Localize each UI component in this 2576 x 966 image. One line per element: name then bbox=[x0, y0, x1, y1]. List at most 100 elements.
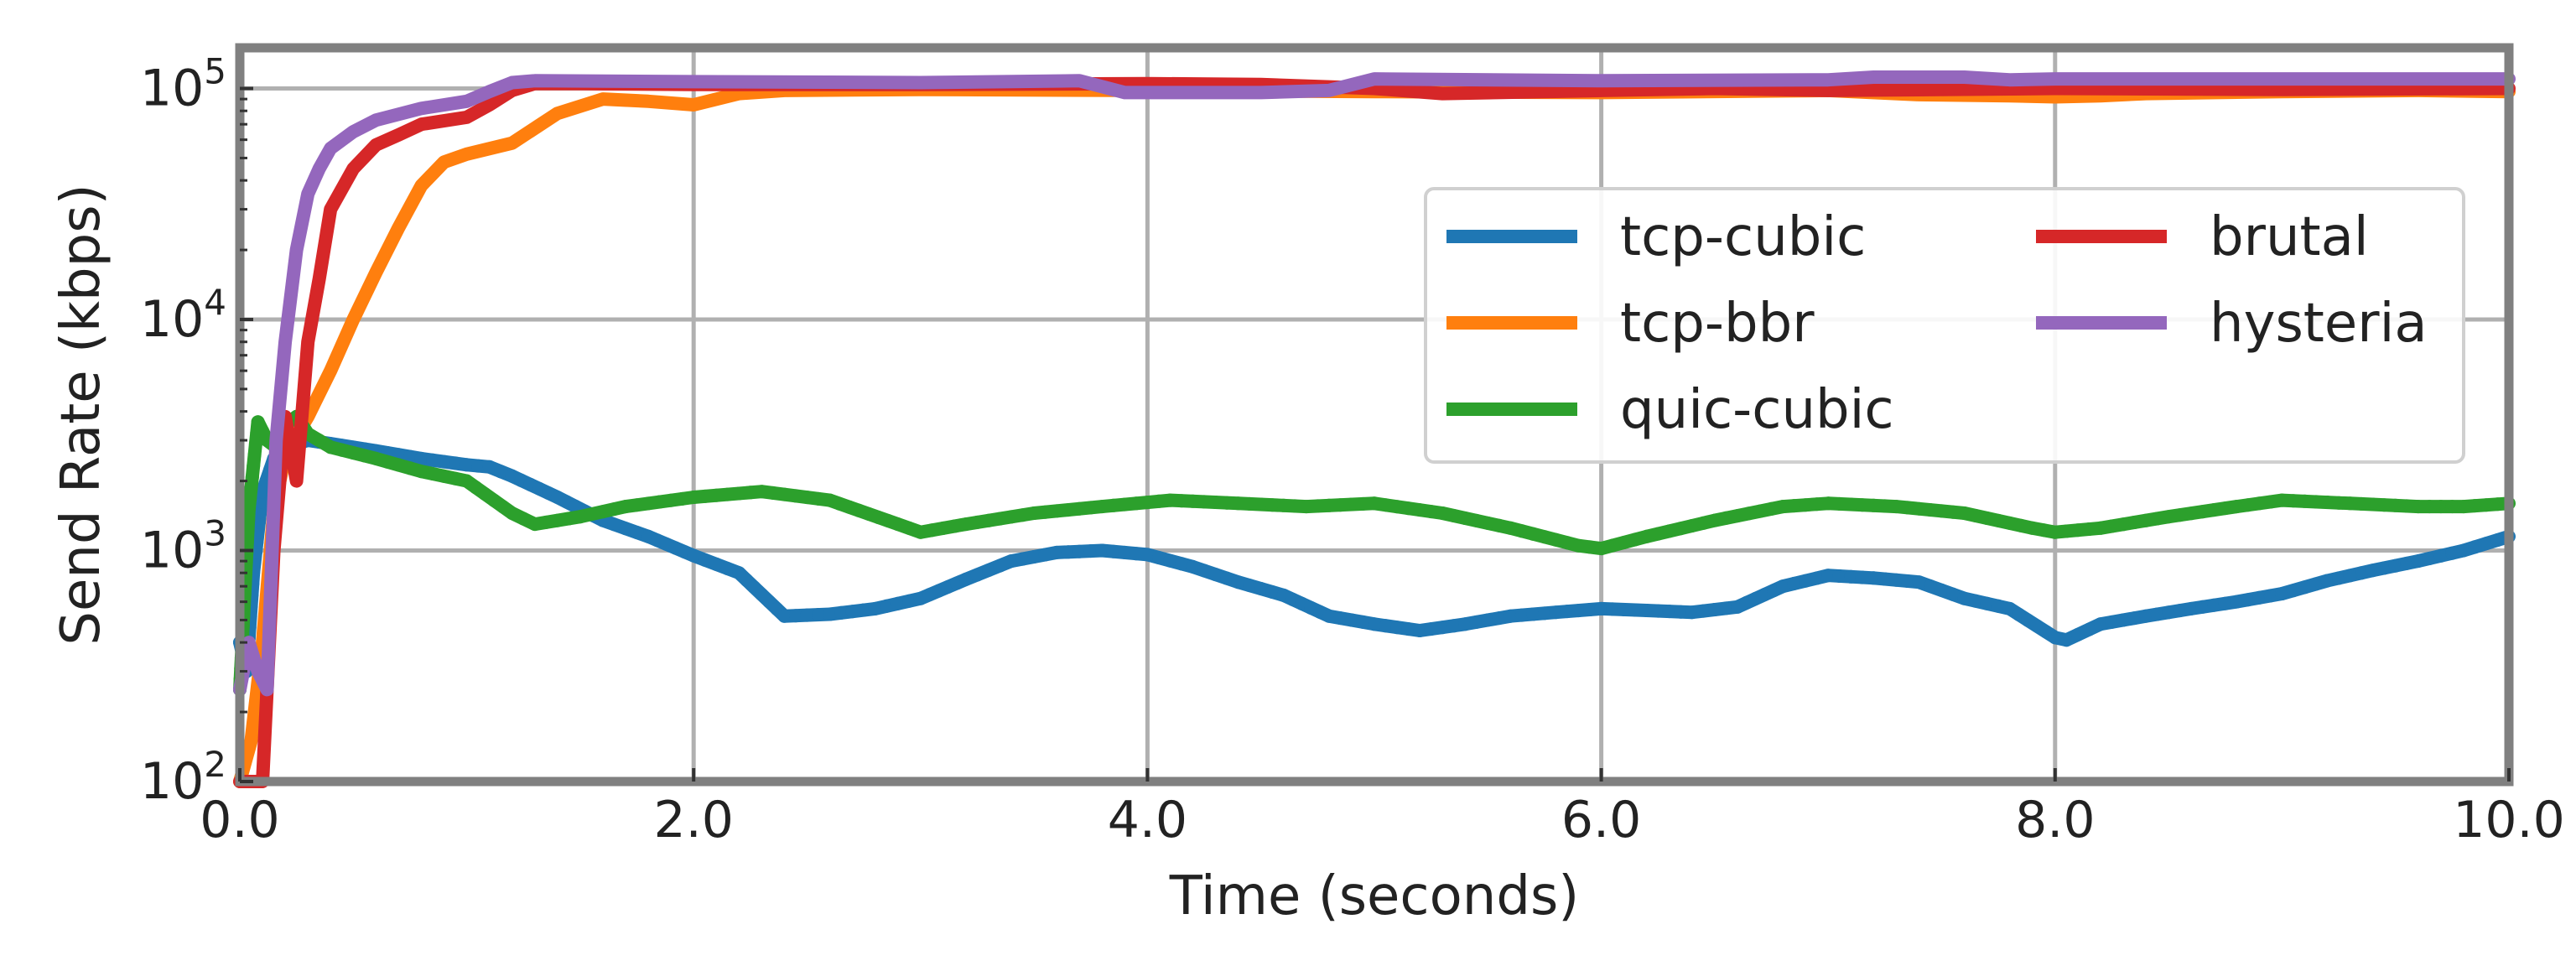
data-point bbox=[2037, 523, 2051, 538]
legend-item-tcp-bbr: tcp-bbr bbox=[1446, 293, 1815, 355]
data-point bbox=[527, 517, 542, 532]
data-point bbox=[1957, 506, 1971, 520]
data-point bbox=[1061, 503, 1075, 517]
data-point bbox=[1821, 569, 1836, 583]
data-point bbox=[1208, 496, 1223, 509]
data-point bbox=[1050, 545, 1064, 559]
data-point bbox=[1912, 575, 1926, 589]
data-point bbox=[2218, 596, 2232, 610]
data-point bbox=[1742, 506, 1756, 521]
data-point bbox=[2184, 601, 2199, 615]
data-point bbox=[1844, 569, 1858, 584]
data-point bbox=[1333, 498, 1348, 512]
data-point bbox=[2377, 498, 2392, 512]
data-point bbox=[902, 594, 917, 608]
data-point bbox=[2127, 516, 2142, 529]
data-point bbox=[2207, 598, 2221, 612]
data-point bbox=[2298, 494, 2312, 508]
data-point bbox=[1832, 569, 1846, 583]
data-point bbox=[242, 513, 256, 527]
data-point bbox=[880, 599, 894, 613]
data-point bbox=[1526, 527, 1540, 541]
data-point bbox=[641, 496, 656, 511]
data-point bbox=[1458, 617, 1472, 631]
y-tick-exponent: 3 bbox=[204, 513, 226, 554]
data-point bbox=[248, 437, 262, 451]
data-point bbox=[1129, 496, 1143, 511]
data-point bbox=[1571, 538, 1586, 553]
data-point bbox=[2388, 558, 2402, 573]
data-point bbox=[403, 449, 417, 464]
data-point bbox=[619, 500, 632, 514]
data-point bbox=[2355, 566, 2369, 580]
data-point bbox=[1344, 613, 1358, 627]
data-point bbox=[1163, 493, 1177, 507]
data-point bbox=[2343, 569, 2357, 583]
data-point bbox=[414, 451, 428, 465]
data-point bbox=[243, 491, 257, 506]
data-point bbox=[1561, 605, 1574, 619]
data-point bbox=[2116, 517, 2130, 532]
data-point bbox=[241, 524, 255, 538]
data-point bbox=[2332, 571, 2346, 585]
data-point bbox=[2025, 521, 2039, 535]
data-point bbox=[1118, 497, 1132, 512]
x-axis-label: Time (seconds) bbox=[1169, 865, 1580, 927]
series-hysteria bbox=[233, 70, 2516, 697]
legend-label: tcp-cubic bbox=[1620, 206, 1866, 268]
data-point bbox=[1639, 529, 1654, 543]
data-point bbox=[1651, 604, 1665, 618]
data-point bbox=[1106, 498, 1120, 512]
data-point bbox=[449, 471, 463, 486]
data-point bbox=[1220, 571, 1234, 585]
data-point bbox=[1095, 500, 1109, 514]
plot-frame bbox=[235, 43, 2514, 787]
data-point bbox=[789, 609, 802, 623]
data-point bbox=[1707, 603, 1722, 616]
data-point bbox=[789, 489, 802, 503]
data-point bbox=[1889, 573, 1903, 587]
data-point bbox=[698, 553, 712, 567]
data-point bbox=[948, 519, 962, 533]
data-point bbox=[1424, 622, 1438, 636]
data-point bbox=[1594, 542, 1608, 556]
data-point bbox=[755, 485, 769, 499]
data-point bbox=[1368, 496, 1381, 511]
data-point bbox=[2433, 548, 2448, 563]
data-point bbox=[1072, 544, 1087, 558]
x-tick-label: 10.0 bbox=[2453, 791, 2565, 849]
data-point bbox=[2082, 522, 2096, 536]
data-point bbox=[993, 512, 1007, 526]
data-point bbox=[245, 470, 259, 484]
data-point bbox=[2241, 498, 2255, 512]
data-point bbox=[1458, 512, 1472, 525]
data-point bbox=[1514, 524, 1529, 538]
data-point bbox=[1492, 611, 1506, 626]
data-point bbox=[1855, 498, 1869, 512]
data-point bbox=[1220, 496, 1234, 510]
legend-box bbox=[1424, 187, 2465, 464]
data-point bbox=[1186, 559, 1200, 574]
data-point bbox=[1787, 576, 1801, 590]
data-point bbox=[369, 451, 383, 465]
data-point bbox=[2490, 533, 2505, 547]
data-point bbox=[1810, 571, 1824, 585]
data-point bbox=[392, 458, 406, 472]
data-point bbox=[630, 498, 644, 512]
data-point bbox=[2263, 589, 2277, 603]
data-point bbox=[1299, 500, 1313, 514]
y-tick-base: 10 bbox=[140, 60, 204, 118]
legend-label: tcp-bbr bbox=[1620, 293, 1815, 355]
legend-label: brutal bbox=[2210, 206, 2369, 268]
data-point bbox=[1753, 504, 1767, 518]
data-point bbox=[1469, 615, 1483, 629]
y-tick-exponent: 4 bbox=[204, 282, 226, 323]
data-point bbox=[1436, 506, 1450, 520]
data-point bbox=[777, 609, 792, 623]
data-point bbox=[936, 521, 950, 535]
data-point bbox=[1628, 603, 1643, 617]
data-point bbox=[1731, 509, 1744, 523]
data-point bbox=[2400, 556, 2414, 570]
data-point bbox=[1662, 524, 1676, 538]
data-point bbox=[925, 523, 939, 538]
